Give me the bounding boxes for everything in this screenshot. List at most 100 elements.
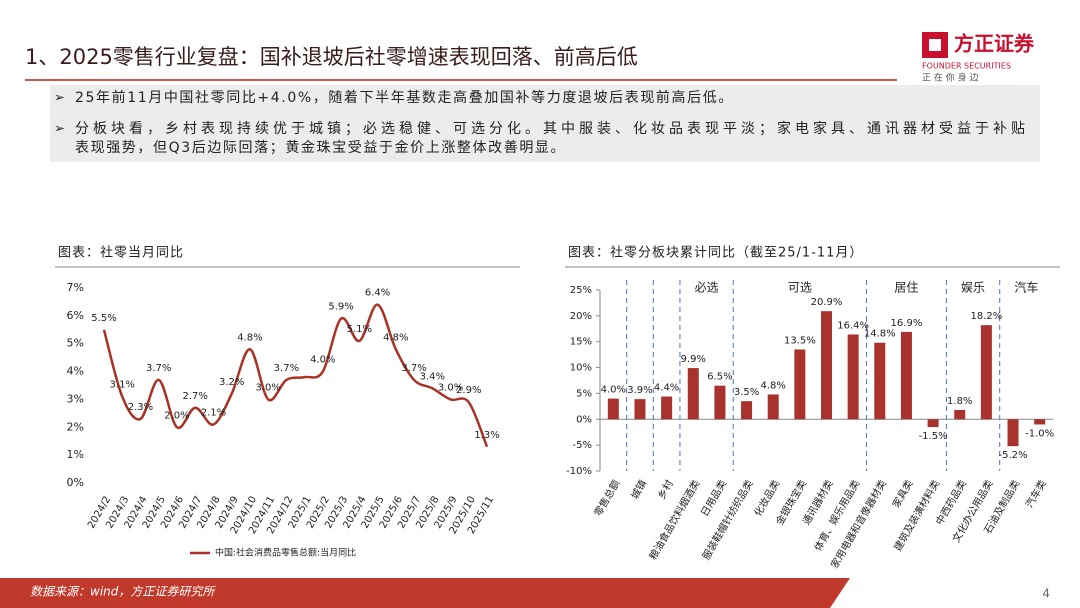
data-label: 1.3% <box>474 430 499 441</box>
bar <box>1034 419 1046 425</box>
y-tick-label: 25% <box>570 285 592 296</box>
y-tick-label: 7% <box>67 281 84 294</box>
x-tick-label: 家具类 <box>889 478 915 510</box>
data-label: -1.5% <box>919 431 948 442</box>
y-tick-label: 0% <box>67 476 84 489</box>
data-label: -1.0% <box>1025 428 1054 439</box>
data-label: 13.5% <box>784 335 816 346</box>
footer-band <box>0 578 850 608</box>
data-label: 3.0% <box>255 382 280 393</box>
data-label: 3.1% <box>110 380 135 391</box>
footer-source: 数据来源：wind，方正证券研究所 <box>30 585 216 599</box>
y-tick-label: -5% <box>573 440 592 451</box>
y-tick-label: 15% <box>570 337 592 348</box>
bar <box>741 401 753 420</box>
data-label: 2.9% <box>456 385 481 396</box>
bar <box>900 331 912 420</box>
bar <box>767 394 779 420</box>
bar <box>874 342 886 420</box>
x-tick-label: 汽车类 <box>1023 478 1049 510</box>
y-tick-label: 3% <box>67 392 84 405</box>
y-tick-label: 5% <box>67 337 84 350</box>
bar <box>927 419 939 428</box>
y-tick-label: 1% <box>67 448 84 461</box>
bar <box>821 311 832 420</box>
group-label: 必选 <box>695 281 719 295</box>
data-label: 3.5% <box>734 387 759 398</box>
y-tick-label: 2% <box>67 420 84 433</box>
bullet-marker: ➢ <box>54 122 65 137</box>
data-label: 3.2% <box>219 377 244 388</box>
bar <box>714 385 726 420</box>
chart-title: 图表：社零分板块累计同比（截至25/1-11月） <box>568 245 863 261</box>
bar <box>1007 419 1019 447</box>
data-label: 5.9% <box>328 302 353 313</box>
page-number: 4 <box>1042 587 1050 601</box>
x-tick-label: 日用品类 <box>698 478 729 519</box>
bar <box>954 409 966 420</box>
x-tick-label: 乡村 <box>655 478 676 502</box>
data-label: 2.3% <box>128 402 153 413</box>
x-tick-label: 化妆品类 <box>751 478 782 519</box>
bar <box>634 399 646 420</box>
data-label: 3.9% <box>627 385 652 396</box>
data-label: 2.1% <box>201 408 226 419</box>
data-label: 4.4% <box>654 383 679 394</box>
x-tick-label: 服装鞋帽针纺织品类 <box>699 478 755 562</box>
data-label: 9.9% <box>681 354 706 365</box>
data-label: 16.9% <box>891 318 923 329</box>
data-label: 6.4% <box>365 288 390 299</box>
x-tick-label: 零售总额 <box>591 478 622 519</box>
data-label: 16.4% <box>837 320 869 331</box>
slide-title: 1、2025零售行业复盘：国补退坡后社零增速表现回落、前高后低 <box>25 45 638 69</box>
data-label: 2.0% <box>164 410 189 421</box>
group-label: 居住 <box>894 281 918 295</box>
data-label: 3.4% <box>420 371 445 382</box>
line-series <box>102 303 489 448</box>
data-label: 6.5% <box>707 372 732 383</box>
data-label: 5.1% <box>347 324 372 335</box>
logo-name: 方正证券 <box>954 32 1035 56</box>
data-label: -5.2% <box>999 450 1028 461</box>
data-label: 3.0% <box>438 382 463 393</box>
data-label: 4.8% <box>237 332 262 343</box>
data-label: 14.8% <box>864 329 896 340</box>
y-tick-label: -10% <box>566 466 592 477</box>
group-label: 娱乐 <box>961 281 985 295</box>
data-label: 20.9% <box>811 297 843 308</box>
data-label: 4.8% <box>383 332 408 343</box>
bar <box>687 368 699 420</box>
x-tick-label: 城镇 <box>628 478 649 502</box>
bar <box>661 396 673 420</box>
chart-title: 图表：社零当月同比 <box>58 245 184 261</box>
data-label: 3.7% <box>146 363 171 374</box>
data-label: 4.0% <box>601 385 626 396</box>
y-tick-label: 20% <box>570 311 592 322</box>
logo: 方正证券 FOUNDER SECURITIES 正 在 你 身 边 <box>922 32 1035 84</box>
bullet-marker: ➢ <box>54 91 65 106</box>
data-label: 4.8% <box>761 380 786 391</box>
y-tick-label: 0% <box>576 414 592 425</box>
group-label: 可选 <box>788 281 812 295</box>
bar <box>980 325 992 420</box>
data-label: 5.5% <box>91 313 116 324</box>
bullet-text: 分板块看，乡村表现持续优于城镇；必选稳健、可选分化。其中服装、化妆品表现平淡；家… <box>75 120 1025 137</box>
group-label: 汽车 <box>1014 280 1038 295</box>
bullet-text: 表现强势，但Q3后边际回落；黄金珠宝受益于金价上涨整体改善明显。 <box>75 139 566 156</box>
bullet-box <box>50 85 1040 162</box>
logo-english: FOUNDER SECURITIES <box>922 62 1011 71</box>
y-tick-label: 4% <box>67 365 84 378</box>
y-tick-label: 5% <box>576 388 592 399</box>
legend-label: 中国:社会消费品零售总额:当月同比 <box>215 547 356 559</box>
y-tick-label: 6% <box>67 309 84 322</box>
x-tick-label: 粮油食品饮料烟酒类 <box>646 478 702 562</box>
data-label: 1.8% <box>947 396 972 407</box>
bullet-text: 25年前11月中国社零同比+4.0%，随着下半年基数走高叠加国补等力度退坡后表现… <box>75 89 734 106</box>
bar <box>794 349 806 420</box>
bar <box>847 334 859 420</box>
data-label: 3.7% <box>401 363 426 374</box>
data-label: 3.7% <box>274 363 299 374</box>
data-label: 4.0% <box>310 355 335 366</box>
